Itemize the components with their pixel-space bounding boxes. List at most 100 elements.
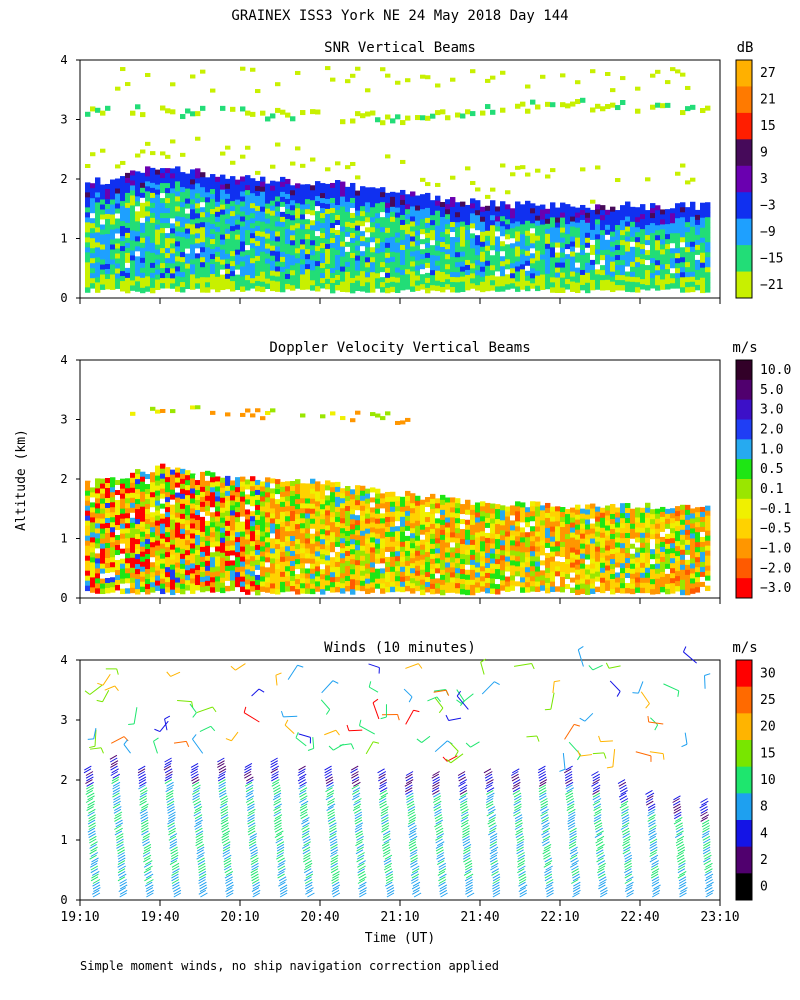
- snr-cell: [180, 287, 186, 293]
- velocity-cell: [390, 496, 396, 503]
- velocity-cell: [395, 556, 401, 562]
- snr-cell: [115, 198, 121, 204]
- snr-cell: [485, 255, 491, 262]
- velocity-cell: [520, 527, 526, 533]
- velocity-cell: [540, 510, 546, 516]
- velocity-cell: [175, 497, 181, 503]
- snr-cell: [660, 264, 666, 270]
- velocity-cell: [550, 506, 556, 513]
- velocity-cell: [480, 556, 486, 562]
- velocity-cell: [545, 552, 551, 559]
- velocity-cell: [565, 554, 571, 560]
- snr-cell: [395, 267, 401, 273]
- snr-cell: [635, 247, 641, 253]
- snr-cell: [425, 207, 431, 214]
- velocity-cell: [225, 555, 231, 562]
- snr-cell: [515, 206, 521, 212]
- velocity-cell: [415, 530, 421, 537]
- velocity-cell: [220, 572, 226, 579]
- snr-cell: [270, 245, 276, 252]
- snr-cell: [460, 221, 466, 228]
- snr-cell: [365, 212, 371, 218]
- snr-cell: [530, 213, 536, 219]
- velocity-cell: [225, 490, 231, 497]
- snr-cell: [445, 199, 451, 205]
- velocity-cell: [300, 563, 306, 569]
- snr-cell: [90, 223, 96, 229]
- snr-cell: [590, 254, 596, 261]
- velocity-cell: [170, 539, 176, 546]
- snr-cell: [625, 231, 631, 237]
- snr-cell: [615, 225, 621, 231]
- snr-cell: [340, 231, 346, 237]
- velocity-cell: [550, 536, 556, 543]
- velocity-cell: [240, 491, 246, 498]
- snr-cell: [295, 223, 301, 229]
- snr-cell: [225, 283, 231, 290]
- velocity-cell: [520, 567, 526, 573]
- velocity-cell: [565, 529, 571, 535]
- snr-cell: [270, 113, 276, 119]
- snr-cell: [485, 104, 491, 110]
- velocity-cell: [540, 530, 546, 536]
- velocity-cell: [290, 560, 296, 567]
- velocity-cell: [365, 508, 371, 515]
- snr-cell: [665, 102, 671, 108]
- snr-cell: [525, 220, 531, 227]
- snr-cell: [235, 244, 241, 251]
- snr-cell: [455, 247, 461, 253]
- snr-cell: [90, 203, 96, 209]
- snr-cell: [650, 73, 656, 78]
- velocity-cell: [115, 530, 121, 536]
- velocity-cell: [340, 568, 346, 574]
- snr-cell: [100, 259, 106, 265]
- velocity-cell: [110, 477, 116, 483]
- snr-cell: [390, 276, 396, 283]
- velocity-cell: [515, 521, 521, 527]
- snr-cell: [430, 270, 436, 276]
- velocity-cell: [255, 408, 261, 413]
- snr-cell: [265, 223, 271, 230]
- velocity-cell: [455, 558, 461, 564]
- snr-cell: [265, 258, 271, 265]
- velocity-cell: [465, 534, 471, 541]
- velocity-cell: [415, 505, 421, 512]
- snr-cell: [590, 69, 596, 74]
- snr-cell: [425, 282, 431, 289]
- snr-cell: [375, 213, 381, 219]
- snr-cell: [355, 111, 361, 117]
- velocity-cell: [590, 583, 596, 589]
- snr-cell: [325, 188, 331, 195]
- snr-cell: [405, 254, 411, 260]
- snr-cell: [665, 224, 671, 230]
- velocity-cell: [395, 576, 401, 582]
- snr-cell: [385, 114, 391, 120]
- snr-cell: [590, 284, 596, 291]
- velocity-cell: [155, 409, 161, 414]
- velocity-cell: [600, 512, 606, 519]
- snr-colorbar-label: −15: [760, 251, 783, 266]
- velocity-cell: [120, 528, 126, 535]
- velocity-cell: [220, 567, 226, 574]
- velocity-cell: [380, 518, 386, 524]
- snr-cell: [395, 287, 401, 293]
- snr-cell: [480, 271, 486, 278]
- velocity-cell: [350, 418, 356, 423]
- velocity-cell: [450, 577, 456, 583]
- snr-cell: [675, 283, 681, 289]
- velocity-cell: [340, 578, 346, 584]
- snr-cell: [605, 214, 611, 221]
- snr-cell: [335, 210, 341, 216]
- snr-cell: [340, 246, 346, 252]
- velocity-cell: [610, 523, 616, 530]
- snr-cell: [525, 225, 531, 232]
- snr-cell: [95, 287, 101, 293]
- velocity-cell: [435, 538, 441, 544]
- velocity-cell: [150, 547, 156, 553]
- snr-cell: [115, 283, 121, 289]
- snr-cell: [315, 261, 321, 267]
- velocity-cell: [415, 535, 421, 542]
- snr-cell: [150, 272, 156, 279]
- velocity-cell: [310, 493, 316, 500]
- velocity-cell: [420, 504, 426, 511]
